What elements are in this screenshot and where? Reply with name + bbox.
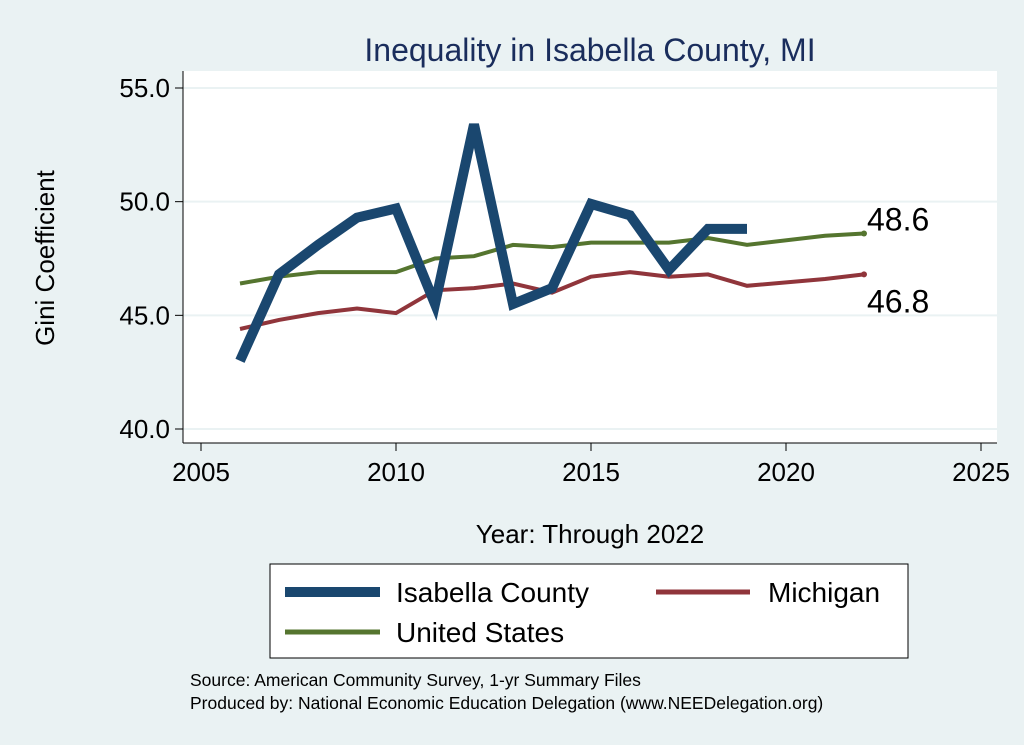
chart-title: Inequality in Isabella County, MI	[364, 32, 815, 68]
series-line-michigan	[239, 270, 865, 331]
legend-label-united-states: United States	[396, 617, 564, 648]
y-axis-ticks: 40.0 45.0 50.0 55.0	[119, 73, 183, 444]
y-tick-label-2: 50.0	[119, 187, 170, 217]
legend-label-isabella-county: Isabella County	[396, 577, 589, 608]
produced-by-note: Produced by: National Economic Education…	[190, 693, 823, 713]
source-note: Source: American Community Survey, 1-yr …	[190, 670, 641, 690]
end-point-united-states	[861, 230, 867, 237]
x-tick-label-2: 2015	[562, 457, 620, 487]
end-labels: 48.6 46.8	[867, 201, 929, 319]
x-tick-label-3: 2020	[757, 457, 815, 487]
series-group	[235, 123, 867, 363]
y-axis-title: Gini Coefficient	[30, 169, 60, 346]
series-line-united-states	[239, 231, 865, 286]
end-label-united-states: 48.6	[867, 201, 929, 237]
legend-label-michigan: Michigan	[768, 577, 880, 608]
series-line-isabella-county	[235, 123, 747, 363]
y-tick-label-0: 40.0	[119, 414, 170, 444]
x-axis-title: Year: Through 2022	[476, 519, 704, 549]
x-axis-ticks: 2005 2010 2015 2020 2025	[172, 443, 1010, 487]
y-tick-label-3: 55.0	[119, 73, 170, 103]
legend	[269, 563, 909, 659]
x-tick-label-1: 2010	[367, 457, 425, 487]
x-tick-label-0: 2005	[172, 457, 230, 487]
end-label-michigan: 46.8	[867, 283, 929, 319]
x-tick-label-4: 2025	[952, 457, 1010, 487]
end-point-michigan	[861, 271, 867, 278]
plot-area	[183, 71, 997, 443]
y-tick-label-1: 45.0	[119, 300, 170, 330]
